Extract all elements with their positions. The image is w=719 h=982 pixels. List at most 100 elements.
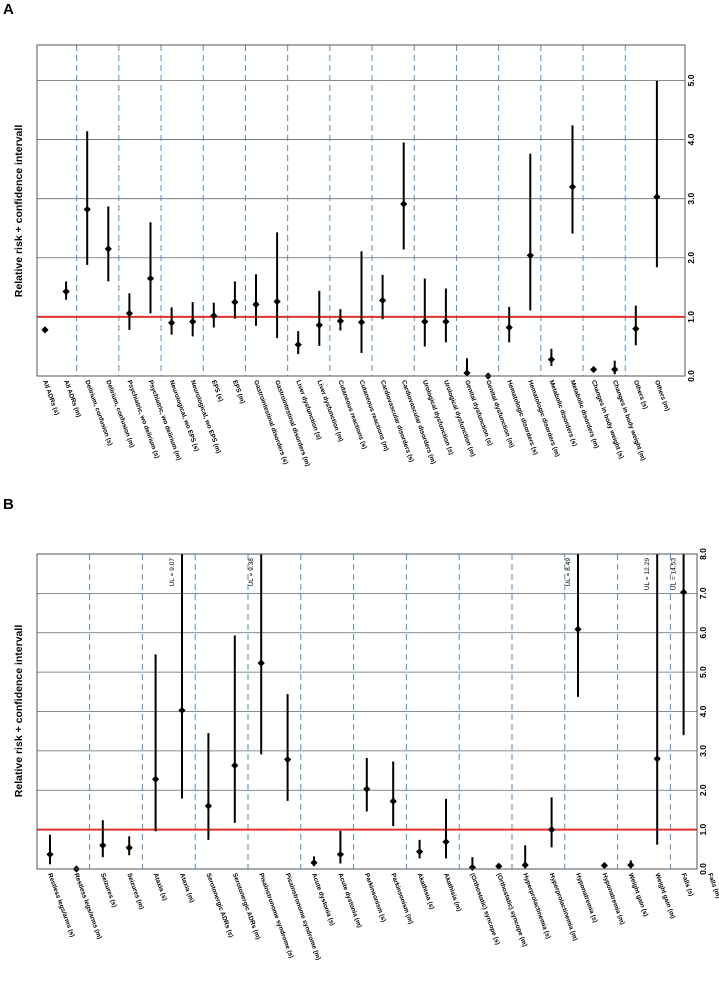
relative-risk-point (294, 341, 302, 349)
panel-b-y-axis-label: Relative risk + confidence intervall (13, 625, 25, 798)
y-tick-label: 4.0 (686, 133, 696, 145)
relative-risk-point (495, 862, 503, 870)
relative-risk-point (526, 251, 534, 260)
category-label-acute-dystonia-m: Acute dystonia (m) (337, 872, 363, 928)
relative-risk-point (600, 861, 608, 870)
relative-risk-point (357, 318, 366, 326)
category-label-falls-s: Falls (s) (680, 872, 695, 897)
panel-a-label: A (3, 1, 14, 18)
relative-risk-point (653, 755, 661, 763)
category-label-hyperprolactinemia-m: Hyperprolactinemia (m) (548, 872, 579, 941)
category-label-orthostatic-syncope-s: (Orthostatic) syncope (s) (469, 872, 501, 945)
y-tick-label: 5.0 (698, 666, 708, 678)
panel-a-category-labels: All ADRs (s) All ADRs (m) Delirium, confus… (41, 379, 671, 467)
relative-risk-point (231, 298, 239, 306)
category-label-others-m: Others (m) (653, 379, 671, 412)
y-tick-label: 1.0 (686, 311, 696, 323)
category-label-akathisia-s: Akathisia (s) (416, 872, 436, 910)
panel-a-chart: A 0.0 1.0 2.0 3.0 4.0 5.0 All ADRs (s) All ADR… (3, 1, 696, 467)
category-label-weight-gain-s: Weight gain (s) (627, 872, 649, 917)
relative-risk-point (204, 802, 212, 810)
relative-risk-point (99, 841, 107, 849)
y-tick-label: 8.0 (698, 548, 708, 560)
relative-risk-point (505, 323, 513, 332)
relative-risk-point (178, 706, 186, 714)
panel-b-chart: B 0.0 1.0 2.0 3.0 4.0 5.0 6.0 7.0 8.0 Restless l… (3, 496, 719, 961)
relative-risk-point (680, 588, 688, 596)
relative-risk-point (146, 274, 155, 283)
category-label-orthostatic-syncope-m: (Orthostatic) syncope (m) (495, 872, 528, 947)
relative-risk-point (627, 861, 635, 869)
panel-b-y-ticks: 0.0 1.0 2.0 3.0 4.0 5.0 6.0 7.0 8.0 (698, 548, 708, 875)
relative-risk-point (421, 318, 429, 326)
relative-risk-point (442, 838, 450, 846)
relative-risk-point (257, 659, 265, 667)
relative-risk-point (400, 200, 408, 208)
y-tick-label: 2.0 (686, 252, 696, 264)
upper-limit-annotation: UL = 9.07 (169, 558, 176, 587)
panel-a-data-marks (41, 81, 661, 380)
relative-risk-point (463, 369, 471, 377)
relative-risk-point (315, 321, 323, 329)
category-label-others-s: Others (s) (632, 379, 649, 410)
relative-risk-point (389, 797, 397, 805)
category-label-acute-dystonia-s: Acute dystonia (s) (310, 872, 336, 926)
y-tick-label: 0.0 (686, 370, 696, 382)
panel-b-category-labels: Restless legs/arms (s)Restless legs/arms… (46, 872, 719, 961)
category-label-serotonergic-adrs-m: Serotonergic ADRs (m) (231, 872, 262, 940)
relative-risk-point (521, 861, 529, 869)
panel-b-group-separators (89, 554, 671, 869)
relative-risk-point (547, 355, 555, 364)
relative-risk-point (568, 183, 577, 191)
category-label-all-adrs-m: All ADRs (m) (62, 379, 82, 418)
relative-risk-point (231, 761, 239, 770)
y-tick-label: 3.0 (698, 745, 708, 757)
category-label-akathisia-m: Akathisia (m) (442, 872, 462, 912)
panel-b-label: B (3, 496, 14, 513)
relative-risk-point (416, 848, 424, 856)
relative-risk-point (168, 319, 176, 327)
relative-risk-point (252, 300, 260, 309)
relative-risk-point (152, 775, 160, 783)
relative-risk-point (62, 287, 70, 296)
relative-risk-point (590, 365, 598, 374)
panel-a-y-axis-label: Relative risk + confidence intervall (13, 125, 25, 298)
relative-risk-point (548, 826, 556, 834)
category-label-ataxia-s: Ataxia (s) (152, 872, 168, 901)
y-tick-label: 0.0 (698, 863, 708, 875)
panel-a-y-ticks: 0.0 1.0 2.0 3.0 4.0 5.0 (686, 74, 696, 382)
y-tick-label: 6.0 (698, 627, 708, 639)
upper-limit-annotation: UL = 12.29 (644, 558, 651, 591)
y-tick-label: 4.0 (698, 705, 708, 717)
category-label-seizures-m: Seizures (m) (125, 872, 145, 910)
y-tick-label: 1.0 (698, 823, 708, 835)
relative-risk-point (632, 325, 640, 333)
category-label-serotonergic-adrs-s: Serotonergic ADRs (s) (205, 872, 235, 938)
relative-risk-point (310, 859, 318, 867)
category-label-hyperprolactinemia-s: Hyperprolactinemia (s) (521, 872, 551, 939)
category-label-hyponatremia-m: Hyponatremia (m) (601, 872, 626, 925)
panel-b-plot-frame (36, 553, 698, 870)
category-label-falls-m: Falls (m) (706, 872, 719, 899)
upper-limit-annotation: UL = 14.53 (671, 558, 678, 591)
category-label-weight-gain-m: Weight gain (m) (653, 872, 676, 919)
relative-risk-point (41, 326, 49, 334)
panel-b-data-marks (46, 554, 688, 873)
category-label-restless-legs-arms-s: Restless legs/arms (s) (46, 872, 76, 938)
relative-risk-point (189, 318, 197, 326)
upper-limit-annotation: UL = 8.49 (565, 558, 572, 587)
relative-risk-point (336, 317, 344, 325)
category-label-eps-s: EPS (s) (210, 379, 224, 402)
relative-risk-point (363, 785, 371, 793)
category-label-seizures-s: Seizures (s) (99, 872, 118, 908)
relative-risk-point (468, 863, 476, 872)
category-label-eps-m: EPS (m) (231, 379, 246, 404)
relative-risk-point (611, 365, 619, 374)
relative-risk-point (125, 844, 133, 852)
category-label-restless-legs-arms-m: Restless legs/arms (m) (73, 872, 103, 940)
relative-risk-point (379, 296, 387, 304)
relative-risk-point (574, 625, 582, 633)
category-label-parkinsonism-s: Parkinsonism (s) (363, 872, 387, 923)
relative-risk-point (273, 297, 281, 306)
panel-b-upper-limit-annotations: UL = 9.07 UL = 9.38 UL = 8.49 UL = 12.29 UL … (169, 558, 678, 591)
